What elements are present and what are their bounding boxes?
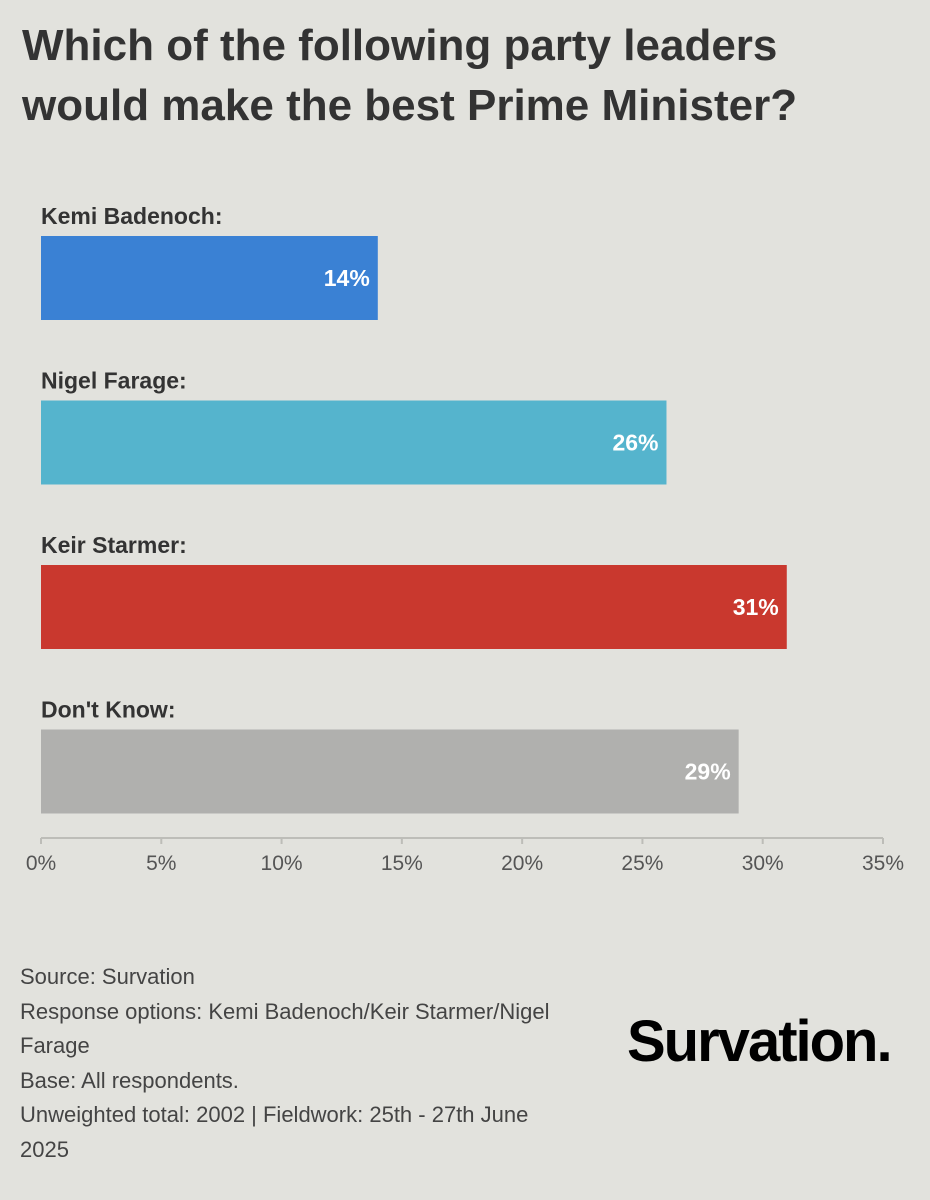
x-tick-label: 30%	[742, 852, 784, 875]
x-tick-label: 5%	[146, 852, 176, 875]
bar	[41, 400, 667, 485]
chart-title-line-1: Which of the following party leaders	[22, 21, 778, 70]
chart-title: Which of the following party leaders wou…	[22, 16, 902, 136]
x-tick-label: 10%	[261, 852, 303, 875]
source-notes: Source: Survation Response options: Kemi…	[20, 960, 620, 1167]
value-label: 29%	[685, 759, 731, 785]
response-options-line-cont: Farage	[20, 1033, 90, 1058]
bar	[41, 565, 787, 649]
x-tick-label: 15%	[381, 852, 423, 875]
bar	[41, 729, 739, 814]
category-label: Don't Know:	[41, 697, 176, 723]
bar-chart: Kemi Badenoch: 14% Nigel Farage: 26% Keir St…	[26, 203, 904, 875]
x-tick-label: 20%	[501, 852, 543, 875]
fieldwork-line: Unweighted total: 2002 | Fieldwork: 25th…	[20, 1102, 529, 1127]
source-line: Source: Survation	[20, 964, 195, 989]
chart-title-line-2: would make the best Prime Minister?	[22, 81, 798, 130]
fieldwork-line-cont: 2025	[20, 1136, 69, 1162]
base-line: Base: All respondents.	[20, 1067, 239, 1093]
value-label: 26%	[612, 430, 658, 456]
survation-logo: Survation.	[627, 1009, 893, 1074]
bar	[41, 236, 378, 320]
category-label: Kemi Badenoch:	[41, 203, 222, 229]
x-tick-label: 35%	[862, 852, 904, 875]
response-options-line: Response options: Kemi Badenoch/Keir Sta…	[20, 998, 550, 1024]
category-label: Nigel Farage:	[41, 368, 187, 394]
value-label: 31%	[733, 594, 779, 620]
category-label: Keir Starmer:	[41, 532, 187, 558]
x-tick-label: 0%	[26, 852, 56, 875]
value-label: 14%	[324, 265, 370, 291]
x-tick-label: 25%	[621, 852, 663, 875]
